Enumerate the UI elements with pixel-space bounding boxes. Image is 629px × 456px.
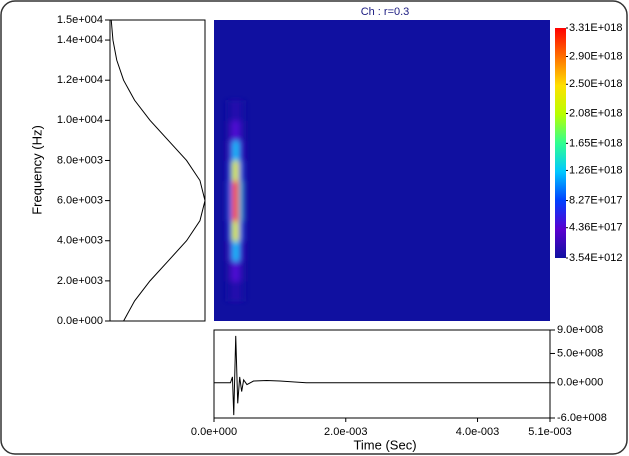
colorbar-label: 2.50E+018	[569, 78, 623, 90]
data-line	[214, 335, 550, 416]
heatmap-blur	[225, 100, 246, 302]
y-tick-label: 5.0e+008	[557, 347, 603, 359]
colorbar-label: 3.54E+012	[569, 252, 623, 264]
y-tick-label: 0.0e+000	[557, 377, 603, 389]
colorbar-label: 4.36E+017	[569, 222, 623, 234]
colorbar	[555, 28, 566, 258]
heat-cell	[235, 260, 240, 282]
heat-cell	[235, 180, 240, 202]
y-tick-label: 8.0e+003	[57, 154, 103, 166]
heat-cell	[228, 100, 233, 121]
heat-cell	[225, 200, 230, 222]
heat-cell	[242, 240, 246, 262]
x-tick-label: 5.1e-003	[528, 426, 571, 438]
y-axis-label: Frequency (Hz)	[29, 125, 44, 215]
y-tick-label: 1.4e+004	[57, 34, 103, 46]
heat-cell	[228, 180, 233, 202]
heat-cell	[232, 200, 236, 222]
heat-cell	[242, 220, 246, 242]
heat-cell	[242, 260, 246, 282]
y-tick-label: 1.0e+004	[57, 114, 103, 126]
heat-cell	[238, 240, 243, 262]
heat-cell	[232, 220, 236, 242]
signal-frame	[213, 329, 551, 419]
heat-cell	[228, 280, 233, 302]
heat-cell	[225, 220, 230, 242]
heat-cell	[235, 200, 240, 222]
y-tick-label: 2.0e+003	[57, 275, 103, 287]
heat-cell	[238, 200, 243, 222]
heat-cell	[235, 220, 240, 242]
heat-cell	[242, 140, 246, 161]
heat-cell	[235, 280, 240, 302]
y-tick-label: 1.2e+004	[57, 74, 103, 86]
x-tick-label: 2.0e-003	[324, 426, 367, 438]
heat-cell	[225, 260, 230, 282]
heat-cell	[232, 160, 236, 182]
heat-cell	[238, 220, 243, 242]
heat-cell	[228, 220, 233, 242]
heat-cell	[232, 140, 236, 161]
heat-cell	[225, 240, 230, 262]
x-tick-label: 0.0e+000	[191, 426, 237, 438]
heat-cell	[235, 100, 240, 121]
colorbar-label: 1.26E+018	[569, 164, 623, 176]
heat-cell	[225, 160, 230, 182]
heat-cell	[232, 260, 236, 282]
x-axis-label: Time (Sec)	[353, 437, 416, 452]
heat-cell	[228, 200, 233, 222]
heat-cell	[238, 280, 243, 302]
heat-cell	[235, 140, 240, 161]
chart-title: Ch : r=0.3	[361, 6, 410, 18]
heat-cell	[235, 240, 240, 262]
heat-cell	[235, 120, 240, 141]
y-tick-label: 1.5e+004	[57, 14, 103, 26]
heat-cell	[242, 280, 246, 302]
heat-cell	[225, 100, 230, 121]
heat-cell	[242, 120, 246, 141]
data-line	[110, 19, 206, 322]
colorbar-label: 1.65E+018	[569, 137, 623, 149]
heat-cell	[242, 180, 246, 202]
y-tick-label: -6.0e+008	[557, 412, 607, 424]
heat-cell	[228, 160, 233, 182]
heatmap-cells	[225, 100, 246, 302]
colorbar-label: 3.31E+018	[569, 22, 623, 34]
heat-cell	[232, 100, 236, 121]
heat-cell	[232, 280, 236, 302]
heat-cell	[238, 180, 243, 202]
heat-cell	[238, 260, 243, 282]
heatmap-background	[214, 20, 550, 321]
heat-cell	[242, 160, 246, 182]
colorbar-label: 2.08E+018	[569, 107, 623, 119]
heat-cell	[235, 160, 240, 182]
heat-cell	[228, 240, 233, 262]
heat-cell	[225, 180, 230, 202]
heat-cell	[238, 120, 243, 141]
heat-cell	[238, 100, 243, 121]
heat-cell	[238, 140, 243, 161]
heat-cell	[242, 200, 246, 222]
heat-cell	[225, 280, 230, 302]
heat-cell	[232, 240, 236, 262]
colorbar-label: 8.27E+017	[569, 194, 623, 206]
heat-cell	[228, 260, 233, 282]
y-tick-label: 4.0e+003	[57, 235, 103, 247]
heat-cell	[232, 120, 236, 141]
heat-cell	[228, 140, 233, 161]
heat-cell	[225, 120, 230, 141]
heat-cell	[242, 100, 246, 121]
x-tick-label: 4.0e-003	[456, 426, 499, 438]
heat-cell	[232, 180, 236, 202]
y-tick-label: 6.0e+003	[57, 195, 103, 207]
heat-cell	[228, 120, 233, 141]
heat-cell	[225, 140, 230, 161]
heat-cell	[238, 160, 243, 182]
spectrum-frame	[109, 19, 206, 322]
colorbar-label: 2.90E+018	[569, 50, 623, 62]
y-tick-label: 9.0e+008	[557, 324, 603, 336]
y-tick-label: 0.0e+000	[57, 315, 103, 327]
